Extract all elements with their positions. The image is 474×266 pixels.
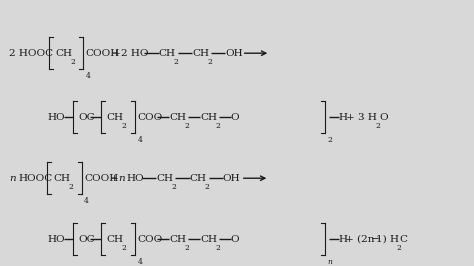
Text: 2: 2 xyxy=(184,122,189,130)
Text: H: H xyxy=(339,113,348,122)
Text: 2: 2 xyxy=(205,183,210,191)
Text: CH: CH xyxy=(200,235,217,244)
Text: +: + xyxy=(111,49,120,58)
Text: 4: 4 xyxy=(137,258,142,266)
Text: CH: CH xyxy=(200,113,217,122)
Text: 2 HO: 2 HO xyxy=(121,49,148,58)
Text: H: H xyxy=(339,235,348,244)
Text: CH: CH xyxy=(156,174,173,183)
Text: COOH: COOH xyxy=(84,174,118,183)
Text: CH: CH xyxy=(53,174,70,183)
Text: COO: COO xyxy=(137,235,163,244)
Text: OC: OC xyxy=(78,113,95,122)
Text: O: O xyxy=(231,235,239,244)
Text: OH: OH xyxy=(225,49,243,58)
Text: CH: CH xyxy=(107,113,124,122)
Text: 2: 2 xyxy=(70,58,75,66)
Text: HO: HO xyxy=(126,174,144,183)
Text: 2: 2 xyxy=(174,58,179,66)
Text: HO: HO xyxy=(47,113,65,122)
Text: 2: 2 xyxy=(215,122,220,130)
Text: + (2n: + (2n xyxy=(345,235,374,244)
Text: n: n xyxy=(118,174,125,183)
Text: 2: 2 xyxy=(172,183,176,191)
Text: 4: 4 xyxy=(137,136,142,144)
Text: O: O xyxy=(231,113,239,122)
Text: 2: 2 xyxy=(122,244,127,252)
Text: 2: 2 xyxy=(396,244,401,252)
Text: CH: CH xyxy=(169,235,186,244)
Text: OH: OH xyxy=(223,174,240,183)
Text: OC: OC xyxy=(78,235,95,244)
Text: O: O xyxy=(379,113,388,122)
Text: 4: 4 xyxy=(85,72,90,80)
Text: CH: CH xyxy=(169,113,186,122)
Text: CH: CH xyxy=(55,49,72,58)
Text: 2: 2 xyxy=(184,244,189,252)
Text: +: + xyxy=(110,174,118,183)
Text: n: n xyxy=(327,258,332,266)
Text: COOH: COOH xyxy=(85,49,119,58)
Text: 2: 2 xyxy=(215,244,220,252)
Text: CH: CH xyxy=(190,174,207,183)
Text: 4: 4 xyxy=(84,197,89,205)
Text: −: − xyxy=(371,235,379,244)
Text: 2: 2 xyxy=(376,122,381,130)
Text: 2: 2 xyxy=(122,122,127,130)
Text: HO: HO xyxy=(47,235,65,244)
Text: n: n xyxy=(9,174,16,183)
Text: COO: COO xyxy=(137,113,163,122)
Text: 2 HOOC: 2 HOOC xyxy=(9,49,54,58)
Text: 2: 2 xyxy=(327,136,332,144)
Text: 2: 2 xyxy=(68,183,73,191)
Text: CH: CH xyxy=(107,235,124,244)
Text: 2: 2 xyxy=(207,58,212,66)
Text: + 3 H: + 3 H xyxy=(346,113,377,122)
Text: 1) H: 1) H xyxy=(376,235,399,244)
Text: CH: CH xyxy=(159,49,176,58)
Text: CH: CH xyxy=(192,49,209,58)
Text: HOOC: HOOC xyxy=(18,174,52,183)
Text: C: C xyxy=(400,235,408,244)
